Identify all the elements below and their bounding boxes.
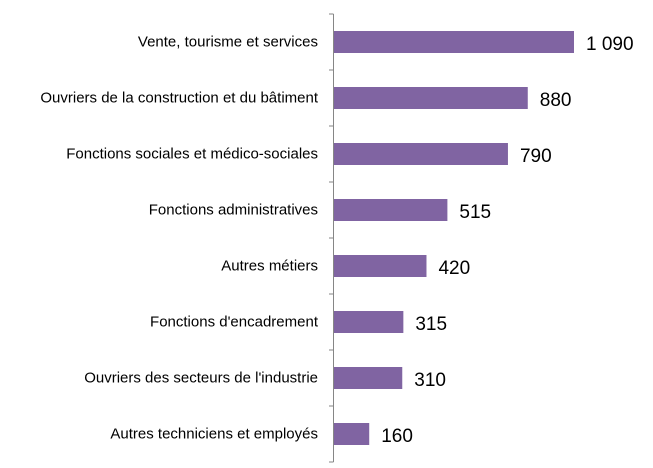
value-label: 315: [415, 314, 447, 335]
value-label: 790: [520, 146, 552, 167]
bar: [334, 143, 508, 165]
category-label: Vente, tourisme et services: [137, 33, 318, 51]
category-label: Fonctions administratives: [148, 201, 318, 219]
bar: [334, 255, 427, 277]
bar: [334, 199, 448, 221]
bar: [334, 423, 370, 445]
category-label: Autres techniciens et employés: [110, 425, 318, 443]
category-label: Fonctions d'encadrement: [150, 313, 318, 331]
value-label: 880: [540, 90, 572, 111]
category-label: Autres métiers: [221, 257, 318, 275]
category-label: Ouvriers de la construction et du bâtime…: [40, 89, 318, 107]
value-label: 420: [438, 258, 470, 279]
value-label: 160: [381, 426, 413, 447]
bar: [334, 367, 403, 389]
value-label: 1 090: [586, 34, 634, 55]
bar: [334, 87, 528, 109]
value-label: 515: [459, 202, 491, 223]
value-label: 310: [414, 370, 446, 391]
category-label: Ouvriers des secteurs de l'industrie: [84, 369, 318, 387]
bar: [334, 311, 404, 333]
category-label: Fonctions sociales et médico-sociales: [66, 145, 318, 163]
bar: [334, 31, 574, 53]
